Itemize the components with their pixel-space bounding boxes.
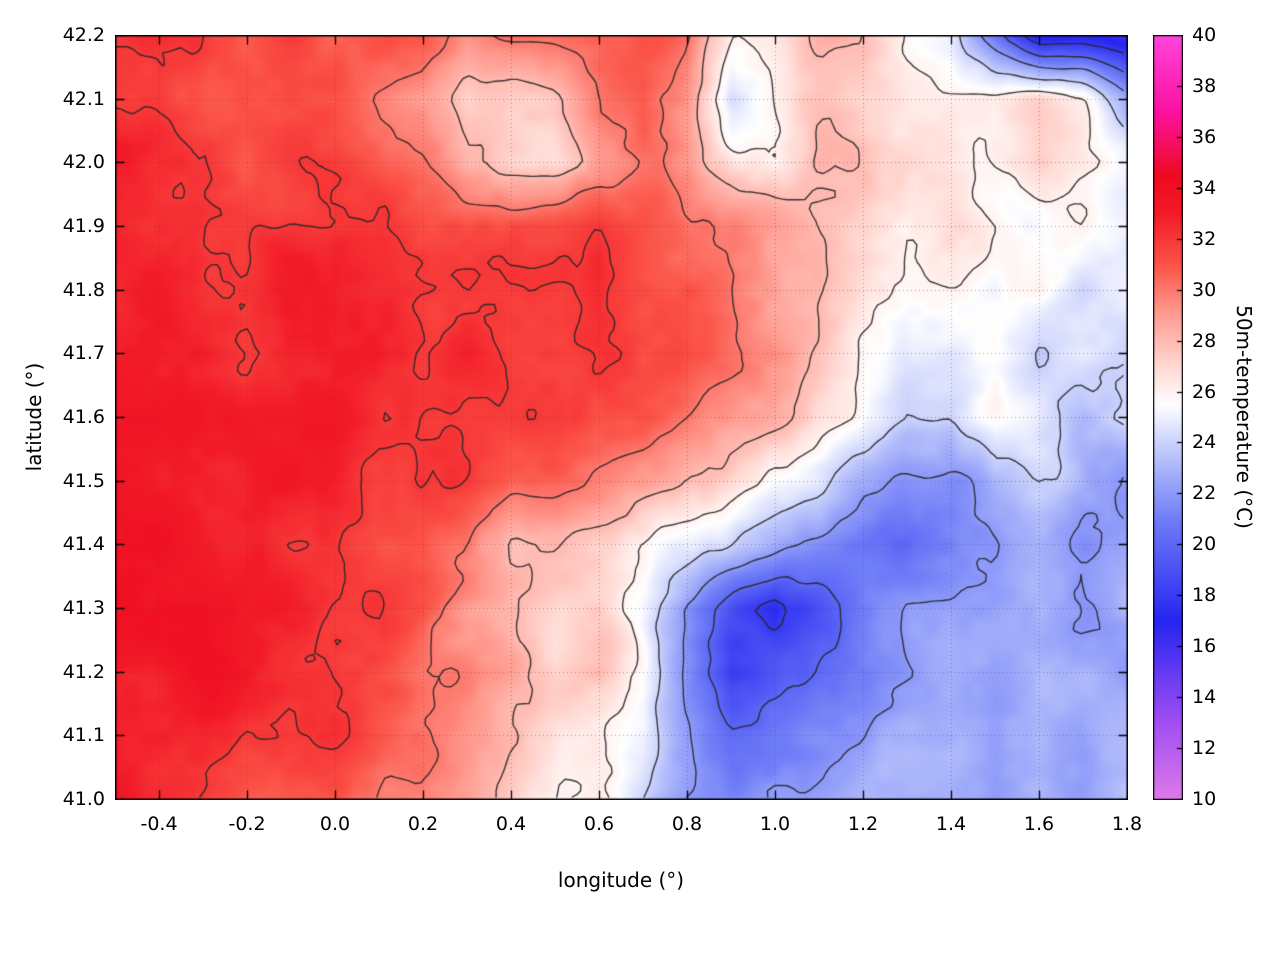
x-tick-label: 0.2 [407,813,439,835]
y-tick-label: 41.2 [62,660,105,683]
x-tick-label: 1.2 [847,813,879,835]
y-tick-label: 42.2 [62,24,105,46]
x-tick-label: 1.0 [759,813,791,835]
heatmap-plot-canvas [115,35,1128,800]
colorbar-tick-label: 28 [1192,329,1217,352]
colorbar-tick-label: 20 [1192,533,1217,556]
colorbar-tick-label: 10 [1192,788,1217,810]
colorbar-tick-label: 32 [1192,227,1217,250]
y-tick-label: 41.6 [62,406,105,428]
y-tick-label: 42.1 [62,87,105,110]
colorbar-tick-label: 30 [1192,278,1217,301]
y-tick-label: 41.5 [62,469,105,492]
colorbar-tick-label: 26 [1192,380,1217,403]
x-tick-label: 0.4 [495,813,527,835]
y-tick-label: 41.1 [62,724,105,747]
x-tick-label: 0.0 [319,813,351,835]
y-tick-label: 42.0 [62,151,105,174]
y-tick-label: 41.3 [62,597,105,619]
y-axis-label: latitude (°) [22,362,46,472]
colorbar-tick-label: 14 [1192,686,1217,709]
colorbar-tick-label: 40 [1192,24,1217,46]
colorbar-tick-label: 36 [1192,125,1217,148]
x-tick-label: 1.8 [1111,813,1143,835]
colorbar-tick-label: 38 [1192,74,1217,97]
y-tick-label: 41.8 [62,278,105,301]
y-tick-label: 41.4 [62,533,105,556]
x-tick-label: 0.8 [671,813,703,835]
x-tick-label: 1.4 [935,813,967,835]
colorbar-tick-label: 24 [1192,431,1217,454]
y-tick-label: 41.9 [62,215,105,237]
colorbar-tick-label: 16 [1192,635,1217,658]
x-axis-label: longitude (°) [557,868,685,892]
colorbar-tick-label: 12 [1192,737,1217,760]
colorbar-tick-label: 34 [1192,176,1217,199]
colorbar-label: 50m-temperature (°C) [1232,305,1256,529]
colorbar-gradient [1153,35,1183,800]
colorbar-tick-label: 22 [1192,482,1217,505]
colorbar-tick-label: 18 [1192,584,1217,607]
x-tick-label: -0.4 [140,813,178,835]
x-tick-label: 1.6 [1023,813,1055,835]
y-tick-label: 41.0 [62,788,105,810]
x-tick-label: 0.6 [583,813,615,835]
y-tick-label: 41.7 [62,342,105,365]
x-tick-label: -0.2 [228,813,266,835]
